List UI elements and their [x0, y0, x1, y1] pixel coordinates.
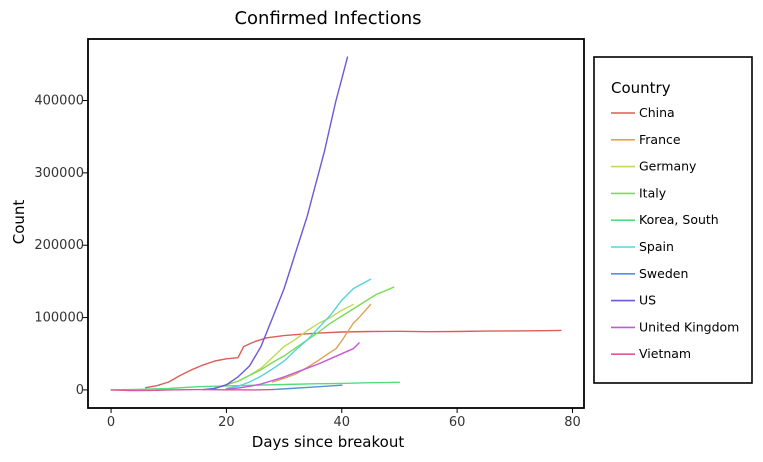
x-axis-label: Days since breakout: [252, 433, 405, 451]
chart-title: Confirmed Infections: [234, 8, 421, 29]
x-tick-label: 80: [564, 415, 581, 430]
series-line-us: [202, 56, 349, 391]
legend-items: China France Germany Italy Korea, South Spain…: [611, 105, 739, 361]
plot-frame: [87, 38, 585, 409]
series-line-germany: [237, 303, 354, 382]
series-line-united-kingdom: [225, 342, 360, 390]
legend-label: Germany: [639, 159, 697, 174]
plot-border: [87, 38, 585, 409]
legend-label: US: [639, 293, 656, 308]
legend-label: Sweden: [639, 266, 688, 281]
legend-label: Spain: [639, 239, 674, 254]
x-tick-label: 40: [333, 415, 350, 430]
x-tick-label: 0: [107, 415, 115, 430]
series-line-italy: [214, 286, 395, 389]
x-tick-label: 60: [449, 415, 466, 430]
legend: Country China France Germany Italy Korea, So…: [593, 56, 753, 384]
series-line-spain: [225, 278, 372, 390]
series-line-sweden: [271, 384, 343, 391]
x-tick-label: 20: [218, 415, 235, 430]
legend-label: China: [639, 105, 675, 120]
legend-label: Korea, South: [639, 212, 719, 227]
series-line-france: [271, 303, 372, 383]
legend-label: Italy: [639, 185, 667, 200]
y-axis: 0 100000 200000 300000 400000: [34, 94, 88, 398]
series-line-china: [144, 329, 562, 389]
y-tick-label: 400000: [34, 94, 84, 109]
x-axis: 0 20 40 60 80: [107, 408, 581, 430]
y-tick-label: 100000: [34, 311, 84, 326]
series-lines: [110, 56, 562, 392]
y-tick-label: 200000: [34, 238, 84, 253]
legend-label: France: [639, 132, 681, 147]
legend-label: United Kingdom: [639, 319, 739, 334]
legend-title: Country: [611, 79, 671, 97]
series-line-vietnam: [110, 388, 274, 392]
legend-label: Vietnam: [639, 346, 691, 361]
y-tick-label: 300000: [34, 166, 84, 181]
y-axis-label: Count: [10, 200, 28, 245]
y-tick-label: 0: [76, 383, 84, 398]
